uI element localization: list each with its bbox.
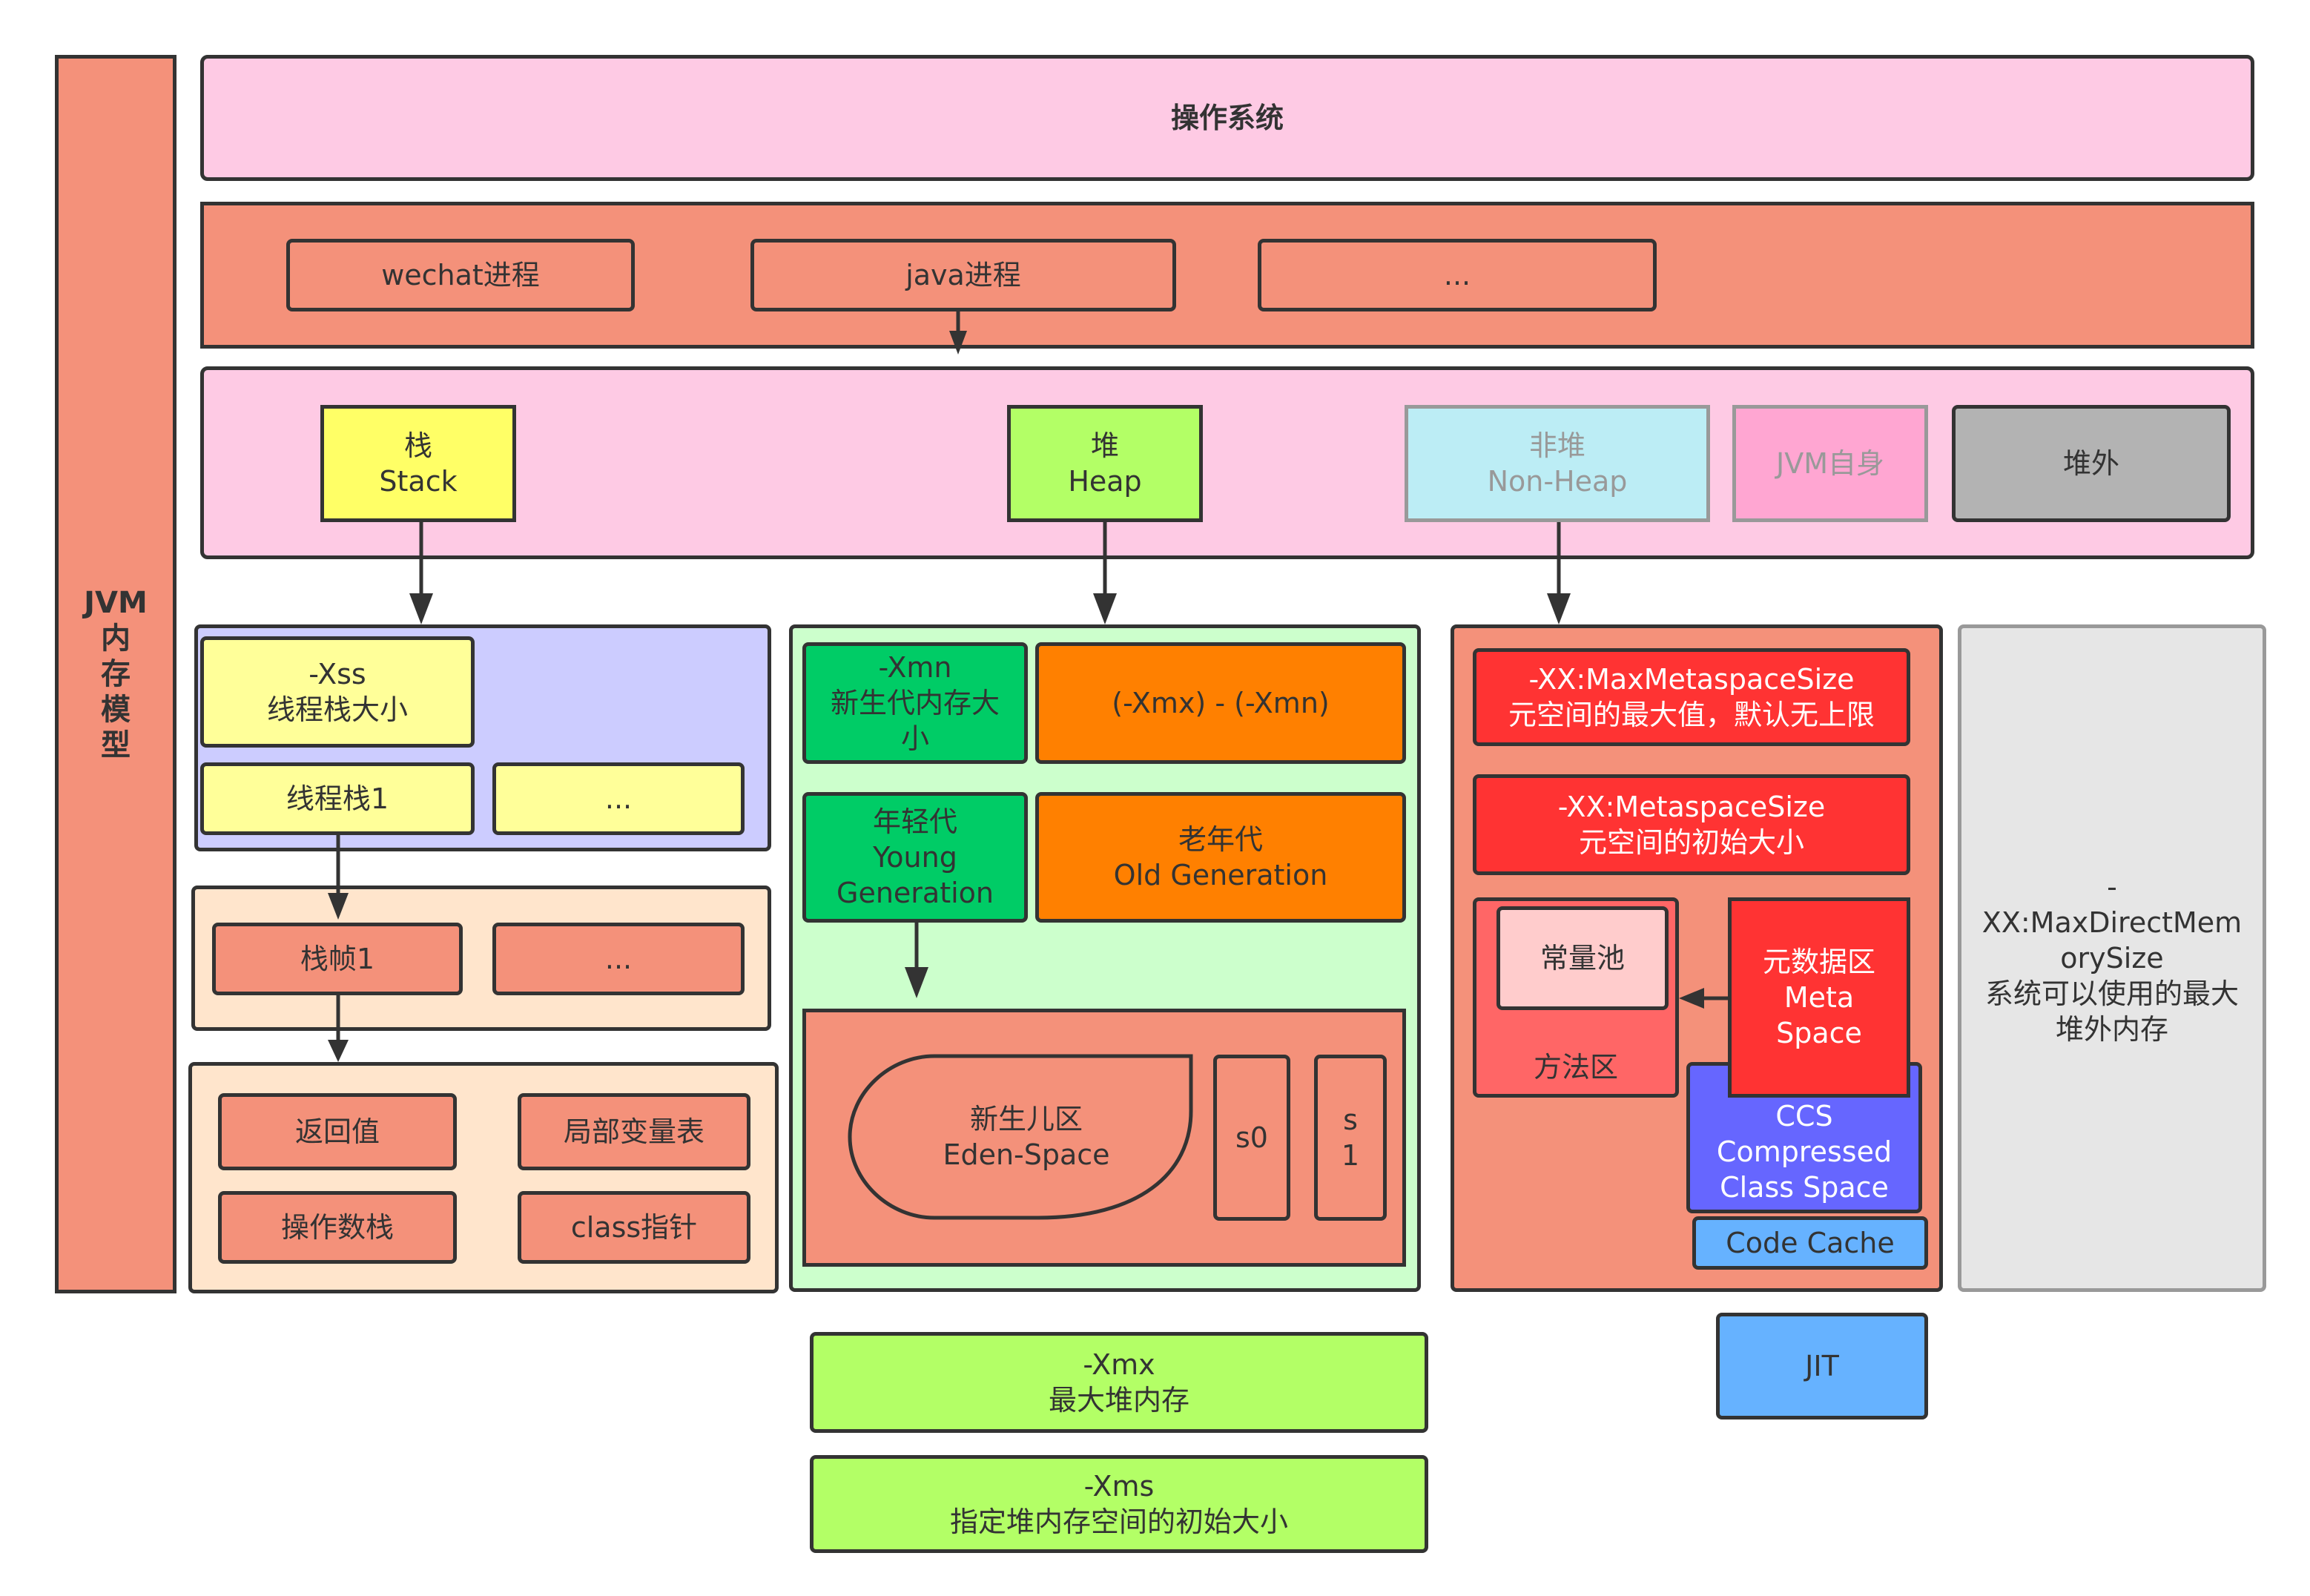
constant-pool-box: 常量池 [1496, 906, 1669, 1010]
arrowhead [409, 593, 433, 624]
survivor-s0-box: s0 [1213, 1055, 1290, 1221]
eden-space-label: 新生儿区 Eden-Space [943, 1103, 1110, 1171]
local-variable-table-box: 局部变量表 [518, 1093, 750, 1170]
old-size-box: (-Xmx) - (-Xmn) [1035, 642, 1406, 764]
stack-frame-1-box: 栈帧1 [212, 923, 463, 995]
code-cache-box: Code Cache [1692, 1216, 1928, 1270]
wechat-process-box: wechat进程 [286, 239, 635, 311]
os-box: 操作系统 [200, 55, 2254, 181]
max-metaspace-size-box: -XX:MaxMetaspaceSize 元空间的最大值，默认无上限 [1473, 648, 1910, 746]
old-generation-box: 老年代 Old Generation [1035, 792, 1406, 923]
direct-memory-box: - XX:MaxDirectMem orySize 系统可以使用的最大 堆外内存 [1958, 624, 2266, 1292]
young-generation-box: 年轻代 Young Generation [802, 792, 1028, 923]
xmx-box: -Xmx 最大堆内存 [810, 1332, 1428, 1433]
stack-region: 栈 Stack [320, 405, 516, 522]
operand-stack-box: 操作数栈 [218, 1191, 457, 1264]
survivor-s1-box: s 1 [1314, 1055, 1387, 1221]
arrowhead [328, 1040, 349, 1062]
return-value-box: 返回值 [218, 1093, 457, 1170]
class-pointer-box: class指针 [518, 1191, 750, 1264]
jvm-self-region: JVM自身 [1732, 405, 1928, 522]
xmn-box: -Xmn 新生代内存大 小 [802, 642, 1028, 764]
metaspace-size-box: -XX:MetaspaceSize 元空间的初始大小 [1473, 774, 1910, 875]
jit-box: JIT [1716, 1313, 1928, 1419]
xms-box: -Xms 指定堆内存空间的初始大小 [810, 1455, 1428, 1553]
xss-box: -Xss 线程栈大小 [200, 636, 475, 748]
stack-frame-more-box: ... [492, 923, 745, 995]
arrowhead [1093, 593, 1117, 624]
off-heap-region: 堆外 [1952, 405, 2231, 522]
heap-region: 堆 Heap [1007, 405, 1203, 522]
eden-space-shape [848, 1054, 1193, 1220]
java-process-box: java进程 [750, 239, 1176, 311]
other-process-box: ... [1258, 239, 1657, 311]
thread-stack-more-box: ... [492, 762, 745, 835]
arrowhead [1547, 593, 1571, 624]
method-area-label: 方法区 [1533, 1051, 1618, 1084]
thread-stack-1-box: 线程栈1 [200, 762, 475, 835]
meta-space-box: 元数据区 Meta Space [1728, 897, 1910, 1098]
jvm-memory-model-title: JVM 内 存 模 型 [55, 55, 176, 1293]
non-heap-region: 非堆 Non-Heap [1405, 405, 1710, 522]
